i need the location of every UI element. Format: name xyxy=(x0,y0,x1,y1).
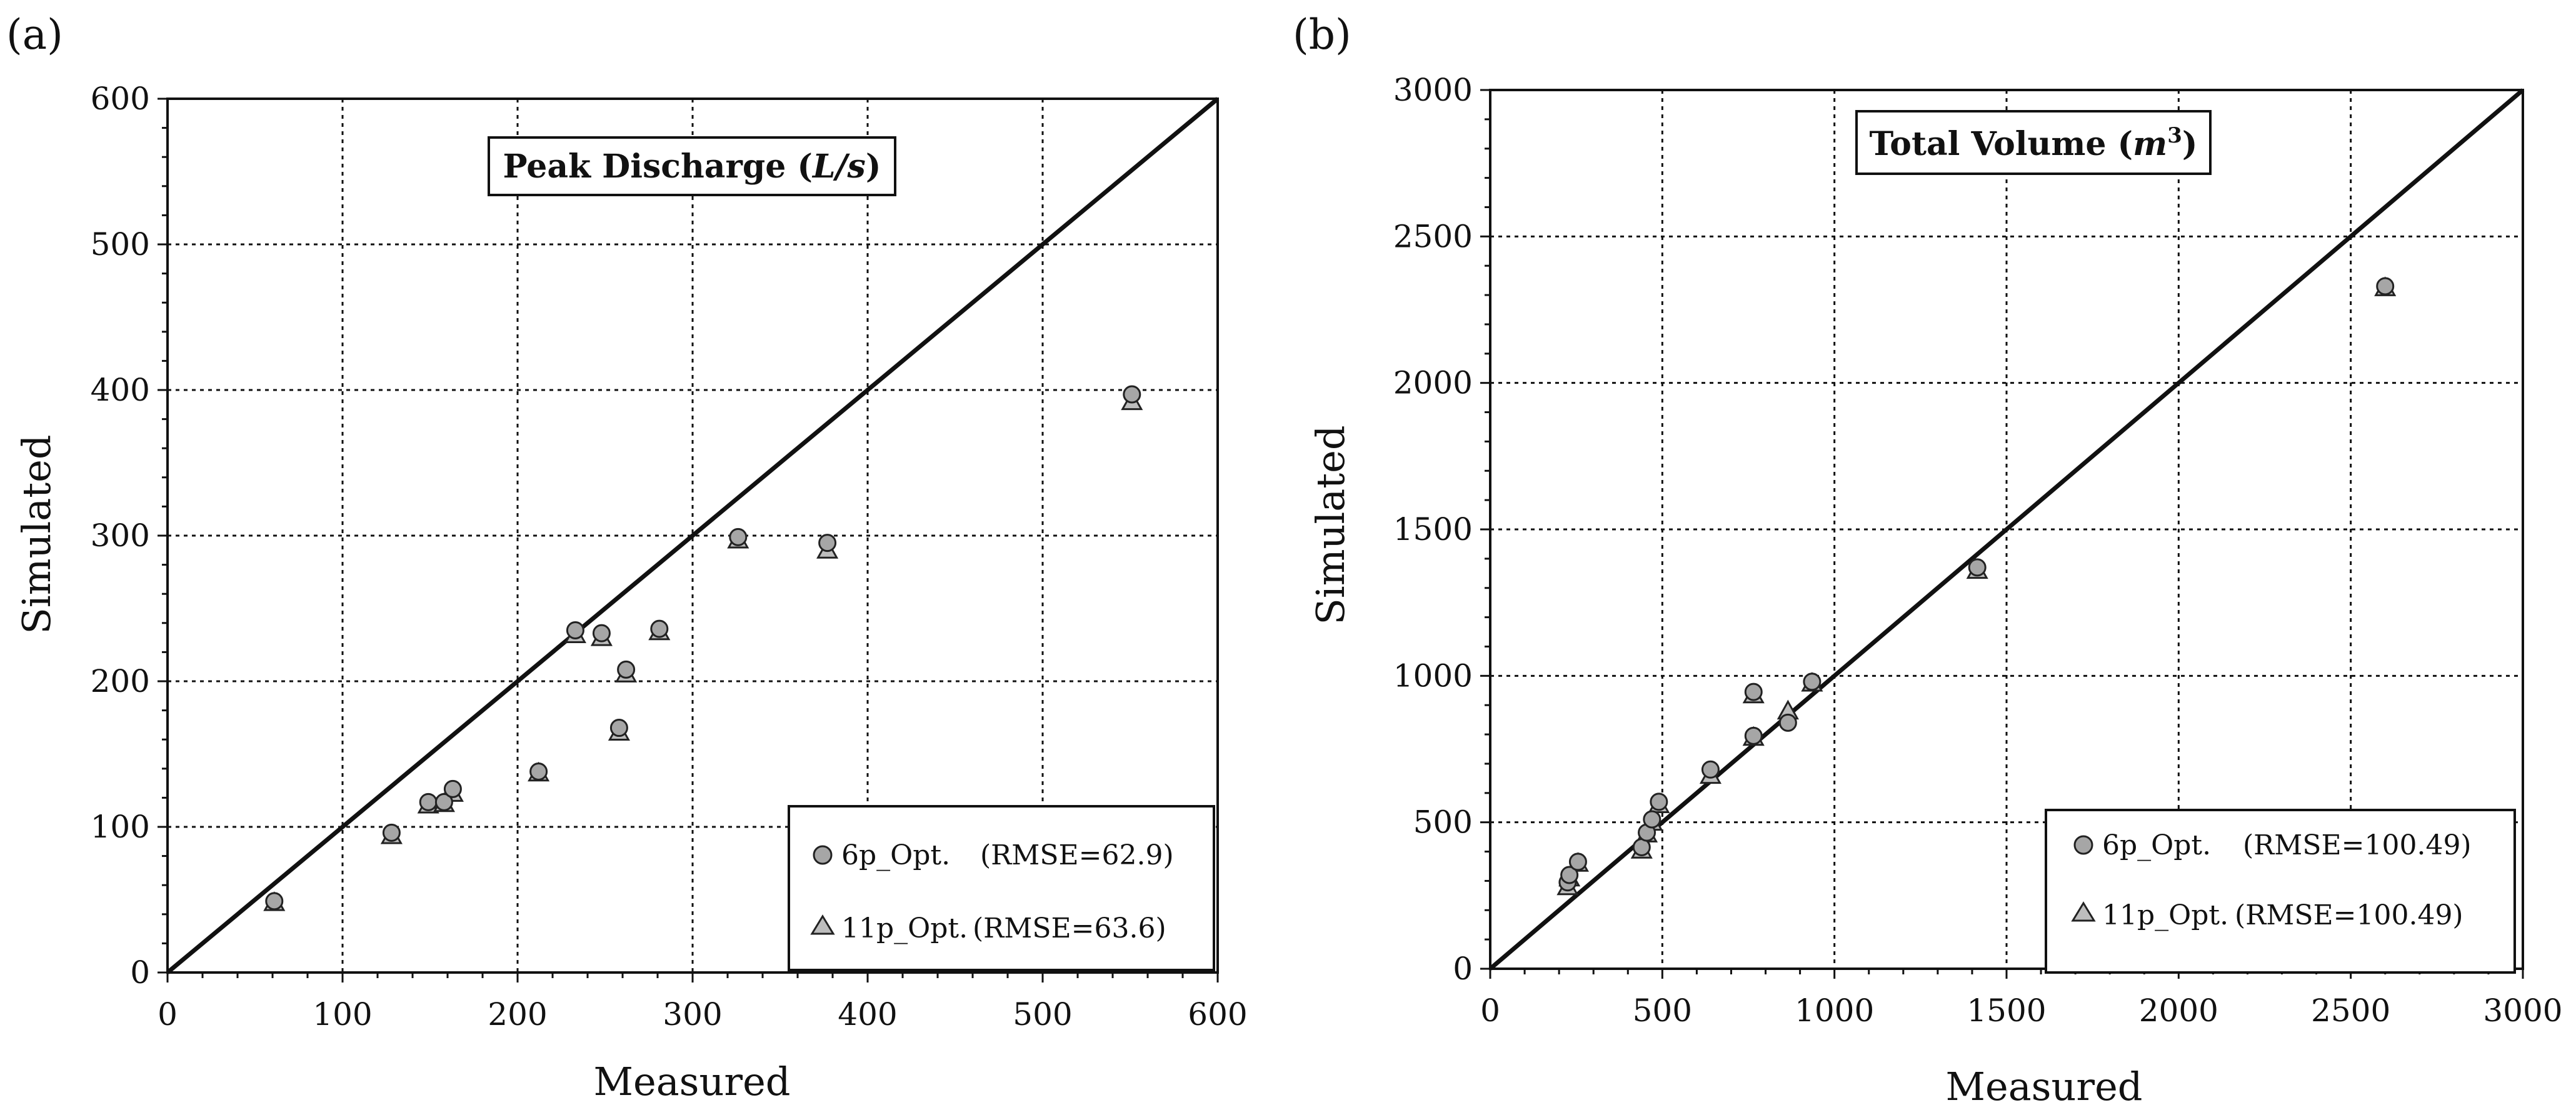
legend-a-11p-rmse: (RMSE=63.6) xyxy=(973,912,1166,944)
panel-b-legend: 6p_Opt. (RMSE=100.49) 11p_Opt. (RMSE=100… xyxy=(2045,809,2516,974)
legend-b-6p-rmse: (RMSE=100.49) xyxy=(2243,829,2472,861)
panel-a-peak-discharge: (a) 0 100 200 300 400 500 600 0 100 200 300 400 500 6… xyxy=(6,11,1248,1104)
legend-b-11p-rmse: (RMSE=100.49) xyxy=(2235,899,2463,931)
panel-a-identity-line xyxy=(166,97,1220,974)
point-6p-opt xyxy=(1568,852,1587,871)
legend-b-6p-circle-marker xyxy=(2073,835,2093,855)
y-tick-label: 500 xyxy=(1413,804,1473,841)
point-6p-opt xyxy=(617,660,636,679)
x-tick-label: 1500 xyxy=(1967,992,2046,1029)
y-tick-label: 600 xyxy=(91,81,150,117)
panel-a-title-box: Peak Discharge (L/s) xyxy=(488,136,896,196)
point-6p-opt xyxy=(609,719,628,738)
panel-b-title-box: Total Volume (m3) xyxy=(1855,110,2212,175)
point-6p-opt xyxy=(566,621,584,639)
legend-a-11p-name: 11p_Opt. xyxy=(841,912,968,944)
y-tick-label: 300 xyxy=(91,518,150,554)
legend-a-11p-triangle-marker xyxy=(810,914,835,935)
x-tick-label: 300 xyxy=(663,996,722,1032)
point-6p-opt xyxy=(1744,726,1763,745)
y-tick-label: 500 xyxy=(91,226,150,262)
point-6p-opt xyxy=(1560,866,1579,884)
x-tick-label: 1000 xyxy=(1795,992,1874,1029)
y-tick-label: 1500 xyxy=(1393,511,1473,548)
x-tick-label: 500 xyxy=(1633,992,1692,1029)
y-tick-label: 0 xyxy=(130,954,150,991)
point-6p-opt xyxy=(443,779,462,798)
point-6p-opt xyxy=(592,624,611,642)
y-tick-label: 200 xyxy=(91,663,150,699)
panel-a-legend: 6p_Opt. (RMSE=62.9) 11p_Opt. (RMSE=63.6) xyxy=(788,805,1215,971)
x-tick-label: 600 xyxy=(1188,996,1247,1032)
panel-b-ticks: 0 500 1000 1500 2000 2500 3000 0 500 1000 1500 2000… xyxy=(1393,72,2563,1029)
legend-a-6p-name: 6p_Opt. xyxy=(841,839,950,871)
point-6p-opt xyxy=(1643,810,1661,829)
y-tick-label: 400 xyxy=(91,372,150,408)
legend-a-6p-rmse: (RMSE=62.9) xyxy=(980,839,1174,871)
panel-b-title: Total Volume (m3) xyxy=(1870,123,2198,163)
y-tick-label: 2500 xyxy=(1393,218,1473,254)
y-tick-label: 100 xyxy=(91,809,150,845)
x-tick-label: 2000 xyxy=(2139,992,2218,1029)
point-6p-opt xyxy=(382,823,401,842)
x-tick-label: 500 xyxy=(1013,996,1072,1032)
x-tick-label: 400 xyxy=(838,996,897,1032)
point-6p-opt xyxy=(529,762,548,781)
x-tick-label: 0 xyxy=(158,996,178,1032)
panel-a-markers xyxy=(263,385,1143,911)
point-6p-opt xyxy=(1803,672,1822,691)
point-6p-opt xyxy=(2376,277,2395,296)
legend-b-11p-name: 11p_Opt. xyxy=(2102,899,2228,931)
panel-b-label: (b) xyxy=(1293,11,1351,59)
point-6p-opt xyxy=(419,792,438,811)
panel-a-title: Peak Discharge (L/s) xyxy=(503,148,881,186)
panel-a-label: (a) xyxy=(6,11,63,59)
y-tick-label: 3000 xyxy=(1393,72,1473,108)
point-6p-opt xyxy=(1778,713,1797,732)
x-tick-label: 200 xyxy=(488,996,547,1032)
legend-b-11p-triangle-marker xyxy=(2071,901,2096,922)
x-tick-label: 2500 xyxy=(2311,992,2390,1029)
panel-b-markers xyxy=(1556,276,2397,896)
panel-a-ticks: 0 100 200 300 400 500 600 0 100 200 300 400 500 600 xyxy=(91,81,1248,1032)
legend-b-6p-name: 6p_Opt. xyxy=(2102,829,2211,861)
point-6p-opt xyxy=(1701,760,1720,779)
panel-a-x-axis-label: Measured xyxy=(594,1059,791,1104)
panel-b-total-volume: (b) 0 500 1000 1500 2000 2500 3000 0 500 1000 1500… xyxy=(1293,11,2563,1109)
point-6p-opt xyxy=(434,792,453,811)
x-tick-label: 3000 xyxy=(2483,992,2562,1029)
point-6p-opt xyxy=(729,528,748,546)
point-6p-opt xyxy=(818,534,837,552)
panel-a-y-axis-label: Simulated xyxy=(14,434,59,634)
y-tick-label: 0 xyxy=(1453,951,1473,987)
panel-b-identity-line xyxy=(1488,88,2525,971)
panel-b-x-axis-label: Measured xyxy=(1946,1064,2143,1109)
legend-a-6p-circle-marker xyxy=(813,845,833,865)
point-6p-opt xyxy=(1123,385,1141,404)
point-6p-opt xyxy=(1744,682,1763,701)
panel-b-y-axis-label: Simulated xyxy=(1308,425,1353,624)
x-tick-label: 100 xyxy=(313,996,372,1032)
y-tick-label: 2000 xyxy=(1393,365,1473,401)
y-tick-label: 1000 xyxy=(1393,658,1473,694)
x-tick-label: 0 xyxy=(1480,992,1500,1029)
point-6p-opt xyxy=(1650,792,1668,811)
point-6p-opt xyxy=(265,892,284,911)
point-6p-opt xyxy=(650,619,669,638)
point-6p-opt xyxy=(1968,558,1987,577)
